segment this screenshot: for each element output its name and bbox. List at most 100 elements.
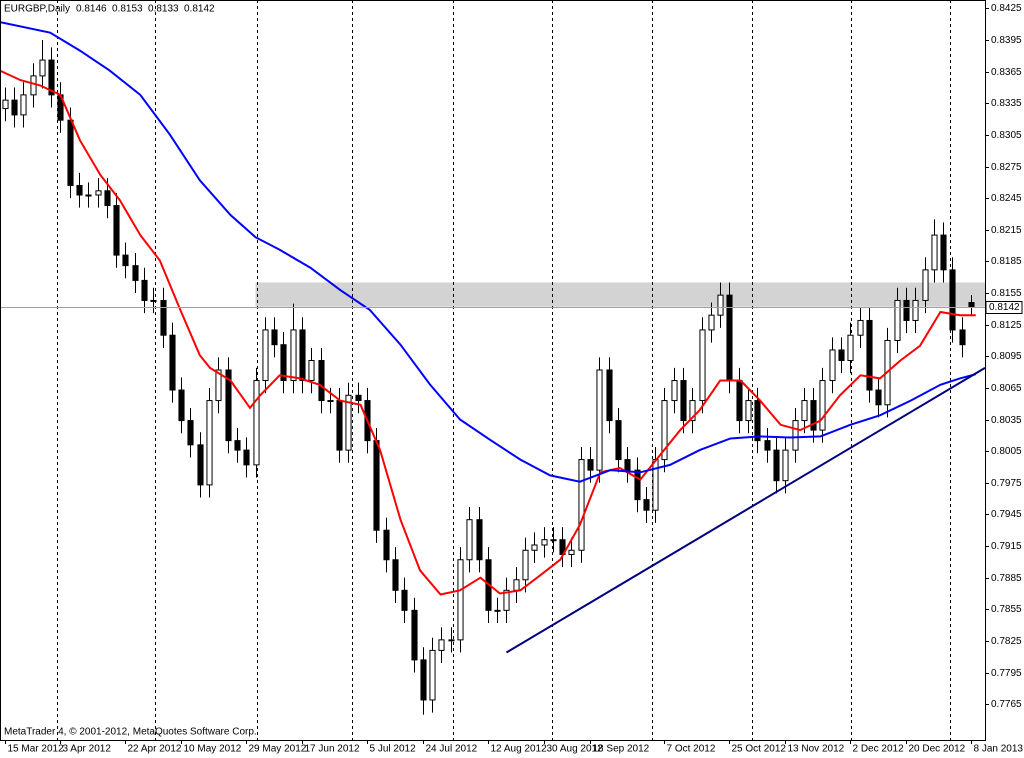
candle-body (401, 589, 408, 611)
candle-body (132, 265, 139, 281)
x-tick-label: 13 Nov 2012 (788, 744, 845, 755)
y-tick-label: 0.8065 (991, 383, 1022, 394)
candle-body (773, 449, 780, 482)
candle-body (922, 269, 929, 301)
y-tick-label: 0.7885 (991, 573, 1022, 584)
candle-body (67, 119, 74, 187)
candle-body (113, 205, 120, 256)
candle-body (457, 559, 464, 641)
y-tick-label: 0.8425 (991, 3, 1022, 14)
candle-body (959, 329, 966, 346)
candle-body (466, 519, 473, 561)
candle-body (225, 369, 232, 442)
header-value: 0.8146 (76, 4, 107, 15)
candle-body (448, 639, 455, 642)
y-tick-label: 0.7975 (991, 478, 1022, 489)
y-tick-label: 0.8035 (991, 415, 1022, 426)
x-tick-label: 3 Apr 2012 (63, 744, 112, 755)
candle-body (847, 334, 854, 362)
y-tick-label: 0.8365 (991, 67, 1022, 78)
x-tick-label: 24 Jul 2012 (426, 744, 478, 755)
y-tick-label: 0.7825 (991, 636, 1022, 647)
candle-body (327, 400, 334, 403)
candle-body (392, 559, 399, 591)
candle-body (764, 440, 771, 451)
x-tick-label: 15 Mar 2012 (8, 744, 65, 755)
candle-body (243, 449, 250, 466)
x-tick-label: 30 Aug 2012 (547, 744, 604, 755)
candle-body (48, 59, 55, 96)
x-tick-label: 20 Dec 2012 (909, 744, 966, 755)
candle-body (262, 329, 269, 382)
y-tick-label: 0.7855 (991, 604, 1022, 615)
y-tick-label: 0.7795 (991, 668, 1022, 679)
candle-body (345, 394, 352, 451)
candle-body (745, 400, 752, 422)
x-tick-label: 8 Jan 2013 (974, 744, 1024, 755)
y-tick-label: 0.8125 (991, 320, 1022, 331)
candle-body (522, 549, 529, 581)
candle-body (671, 380, 678, 402)
y-tick-label: 0.8395 (991, 35, 1022, 46)
candle-body (708, 314, 715, 331)
candle-body (122, 254, 129, 267)
candle-body (541, 539, 548, 546)
candle-body (39, 59, 46, 77)
y-tick-label: 0.7915 (991, 541, 1022, 552)
candle-body (531, 544, 538, 551)
candle-body (819, 380, 826, 431)
candle-body (717, 294, 724, 316)
candle-body (253, 380, 260, 466)
resistance-zone (255, 282, 985, 307)
candle-body (169, 334, 176, 391)
candle-body (299, 329, 306, 382)
candle-body (643, 499, 650, 511)
candle-body (606, 369, 613, 422)
candle-body (318, 360, 325, 402)
candle-body (20, 94, 27, 116)
candle-body (373, 440, 380, 531)
candle-body (587, 459, 594, 471)
x-tick-label: 29 May 2012 (249, 744, 307, 755)
candle-body (271, 329, 278, 346)
candle-body (838, 349, 845, 362)
x-tick-label: 5 Jul 2012 (370, 744, 417, 755)
symbol-label: EURGBP,Daily (4, 4, 70, 15)
candle-body (699, 329, 706, 402)
candle-body (680, 380, 687, 422)
candle-body (215, 369, 222, 402)
candle-body (866, 319, 873, 391)
x-tick-label: 25 Oct 2012 (732, 744, 787, 755)
candle-body (355, 394, 362, 402)
candle-body (875, 389, 882, 406)
x-tick-label: 18 Sep 2012 (593, 744, 650, 755)
candle-body (187, 420, 194, 446)
candle-body (503, 589, 510, 611)
candle-body (30, 75, 37, 96)
candle-body (949, 269, 956, 331)
header-value: 0.8133 (148, 4, 179, 15)
candle-body (197, 444, 204, 486)
candle-body (95, 190, 102, 196)
candle-body (280, 344, 287, 382)
candle-body (801, 400, 808, 422)
candle-body (104, 190, 111, 207)
candle-body (578, 459, 585, 551)
candle-body (206, 400, 213, 486)
candle-body (438, 639, 445, 651)
moving-average (0, 21, 976, 483)
x-tick-label: 12 Aug 2012 (491, 744, 548, 755)
x-tick-label: 7 Oct 2012 (667, 744, 716, 755)
candle-body (940, 234, 947, 271)
y-tick-label: 0.7945 (991, 509, 1022, 520)
plot-frame (0, 0, 986, 741)
x-tick-label: 22 Apr 2012 (128, 744, 182, 755)
footer-text: MetaTrader 4, © 2001-2012, MetaQuotes So… (4, 727, 257, 738)
y-tick-label: 0.8185 (991, 256, 1022, 267)
candle-body (903, 299, 910, 321)
candle-body (513, 579, 520, 591)
candle-body (383, 529, 390, 561)
candle-body (290, 329, 297, 382)
trendline (505, 367, 986, 654)
